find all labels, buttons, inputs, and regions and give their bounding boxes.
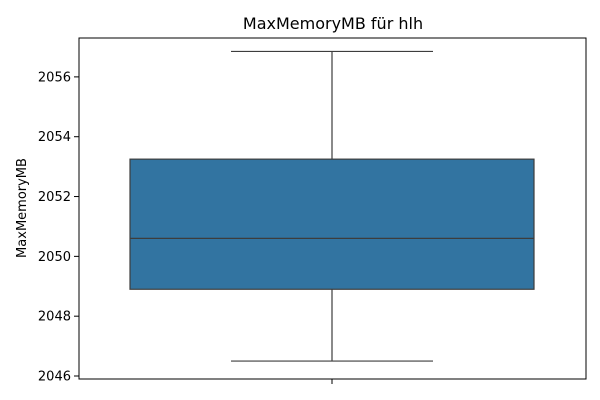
y-axis-ticks: 2046 2048 2050 2052 2054 2056 xyxy=(38,70,79,385)
y-tick-label: 2050 xyxy=(38,250,71,265)
y-tick-label: 2054 xyxy=(38,130,71,145)
y-tick-label: 2048 xyxy=(38,310,71,325)
chart-title: MaxMemoryMB für hlh xyxy=(243,14,423,33)
y-axis-label: MaxMemoryMB xyxy=(15,158,30,258)
y-tick-label: 2052 xyxy=(38,190,71,205)
y-tick-label: 2046 xyxy=(38,370,71,385)
y-tick-label: 2056 xyxy=(38,70,71,85)
interquartile-box xyxy=(129,158,535,290)
